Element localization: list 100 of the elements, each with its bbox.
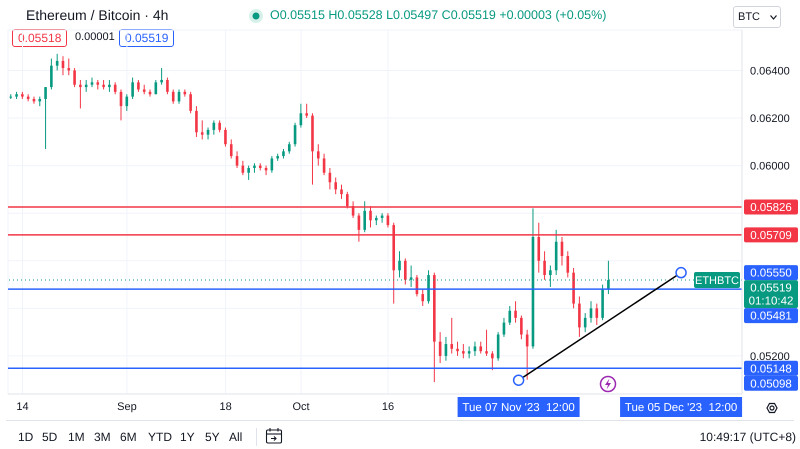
candlestick [520, 314, 523, 340]
candlestick [242, 160, 244, 176]
candlestick [282, 148, 285, 159]
candlestick [62, 56, 64, 76]
candlestick [247, 165, 250, 180]
candlestick [386, 212, 390, 228]
candlestick [195, 106, 198, 138]
text: 6M [120, 430, 137, 444]
candlestick [137, 79, 140, 92]
candlestick [172, 88, 175, 104]
ref-line-label: 0.05481 [750, 310, 792, 323]
candlestick [421, 288, 424, 306]
candlestick [543, 250, 546, 280]
text: 3M [94, 430, 111, 444]
candlestick [496, 332, 500, 362]
candlestick [340, 184, 343, 200]
candlestick [126, 94, 128, 112]
candlestick [236, 150, 238, 168]
candlestick [375, 215, 378, 226]
candlestick [508, 305, 512, 326]
candlestick [438, 332, 442, 364]
candlestick [90, 77, 94, 88]
candlestick [578, 296, 581, 338]
annotation: 0.05518 [12, 29, 68, 47]
candlestick [73, 68, 76, 88]
candlestick [444, 336, 448, 362]
candlestick [462, 344, 465, 359]
ref-line-label: 0.05826 [750, 202, 792, 214]
text: Tue 05 Dec '23 12:00 [624, 402, 738, 414]
y-tick-label: 0.06400 [750, 65, 790, 78]
ref-line-label: 0.05519 [750, 282, 792, 295]
candlestick [166, 77, 169, 95]
chart-title: Ethereum / Bitcoin · 4h [26, 7, 168, 23]
annotation: ETHBTC [695, 275, 740, 288]
candlestick [514, 300, 517, 324]
candlestick [120, 88, 122, 121]
candlestick [590, 300, 592, 324]
candlestick [316, 144, 320, 166]
text: 01:10:42 [748, 296, 794, 308]
candlestick [38, 96, 42, 107]
candlestick [288, 141, 291, 154]
candlestick [56, 53, 58, 71]
candlestick [456, 341, 459, 356]
candlestick [398, 250, 401, 278]
text: BTC [738, 11, 760, 23]
candlestick [44, 86, 47, 150]
candlestick [178, 88, 180, 104]
candlestick [253, 162, 256, 174]
candlestick [154, 79, 158, 95]
candlestick [160, 68, 163, 86]
text: 5Y [205, 430, 220, 444]
text: 1Y [180, 430, 195, 444]
candlestick [84, 79, 88, 92]
candlestick [526, 329, 528, 380]
candlestick [206, 127, 210, 140]
ref-line-label: 0.05709 [750, 230, 792, 242]
candlestick [502, 317, 506, 338]
text: YTD [148, 430, 172, 444]
candlestick [491, 350, 494, 371]
text: 1D [18, 430, 34, 444]
candlestick [189, 91, 192, 114]
candlestick [142, 84, 146, 95]
candlestick [450, 317, 454, 354]
candlestick [212, 120, 216, 136]
candlestick [114, 82, 117, 95]
text: All [229, 430, 242, 444]
candlestick [230, 138, 233, 159]
text: 10:49:17 (UTC+8) [700, 430, 796, 444]
candlestick [468, 346, 470, 359]
candlestick [334, 177, 337, 195]
candlestick [404, 258, 407, 286]
candlestick [363, 200, 366, 233]
candlestick [102, 79, 105, 90]
candlestick [328, 167, 332, 190]
candlestick [50, 58, 53, 90]
text: 5D [42, 430, 58, 444]
candlestick [566, 250, 570, 278]
candlestick [218, 120, 221, 133]
candlestick [270, 156, 274, 174]
annotation: 0.00001 [75, 31, 115, 43]
text: O0.05515 H0.05528 L0.05497 C0.05519 +0.00003 (+0.05%) [270, 8, 606, 22]
candlestick [300, 103, 302, 128]
candlestick [67, 58, 70, 76]
candlestick [108, 79, 111, 92]
x-tick-label: 14 [16, 400, 29, 413]
text: 1M [68, 430, 85, 444]
y-tick-label: 0.06000 [750, 160, 790, 173]
candlestick [380, 212, 384, 224]
candlestick [264, 165, 268, 176]
candlestick [584, 312, 586, 333]
y-tick-label: 0.06200 [750, 112, 790, 125]
y-tick-label: 0.05200 [750, 350, 790, 363]
candlestick [595, 303, 598, 326]
text: 0.05550 [750, 268, 792, 280]
candlestick [479, 341, 482, 354]
ref-line-label: 0.05148 [750, 363, 792, 376]
text: Tue 07 Nov '23 12:00 [462, 402, 575, 414]
candlestick [79, 79, 82, 110]
candlestick [131, 77, 134, 100]
x-tick-label: Sep [117, 400, 137, 413]
